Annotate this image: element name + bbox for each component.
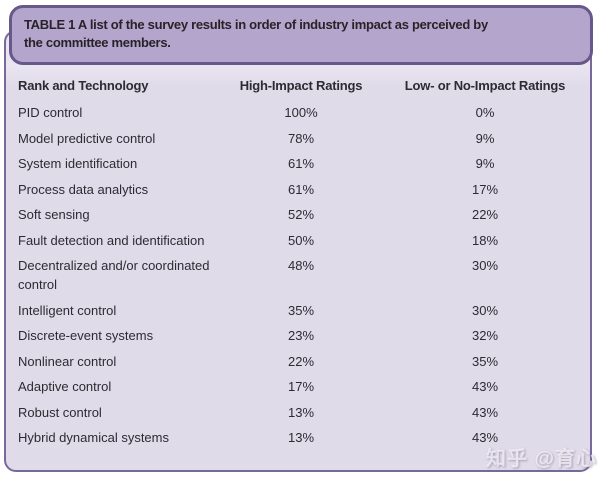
- low-impact-cell: 9%: [475, 130, 495, 146]
- table-row: Process data analytics 61% 17%: [18, 180, 584, 199]
- high-impact-cell: 13%: [287, 430, 315, 445]
- table-row: Adaptive control 17% 43%: [18, 377, 584, 396]
- table-caption-banner: TABLE 1 A list of the survey results in …: [9, 5, 593, 65]
- technology-cell: Adaptive control: [18, 379, 112, 394]
- low-impact-cell: 43%: [471, 404, 499, 420]
- table-row: Fault detection and identification 50% 18%: [18, 231, 584, 250]
- low-impact-cell: 0%: [475, 105, 495, 120]
- low-impact-cell: 18%: [471, 232, 499, 248]
- column-header-rank-technology: Rank and Technology: [18, 78, 149, 93]
- table-row: Nonlinear control 22% 35%: [18, 352, 584, 371]
- table-row: System identification 61% 9%: [18, 154, 584, 173]
- technology-cell: PID control: [18, 105, 83, 120]
- table-row: Decentralized and/or coordinated control…: [18, 256, 584, 294]
- low-impact-cell: 30%: [471, 258, 499, 273]
- table-row: Soft sensing 52% 22%: [18, 205, 584, 224]
- technology-cell: Hybrid dynamical systems: [18, 430, 169, 445]
- table-row: Intelligent control 35% 30%: [18, 301, 584, 320]
- table-header-row: Rank and Technology High-Impact Ratings …: [18, 76, 584, 95]
- high-impact-cell: 61%: [287, 181, 315, 197]
- low-impact-cell: 22%: [471, 207, 499, 222]
- low-impact-cell: 30%: [471, 302, 499, 318]
- high-impact-cell: 22%: [287, 353, 315, 369]
- high-impact-cell: 78%: [287, 130, 315, 146]
- technology-cell: Soft sensing: [18, 207, 90, 222]
- high-impact-cell: 50%: [287, 232, 315, 248]
- technology-cell: Intelligent control: [18, 302, 117, 318]
- table-row: PID control 100% 0%: [18, 103, 584, 122]
- technology-cell: Model predictive control: [18, 130, 156, 146]
- technology-cell: Fault detection and identification: [18, 232, 205, 248]
- survey-table: Rank and Technology High-Impact Ratings …: [18, 76, 584, 454]
- high-impact-cell: 35%: [287, 302, 315, 318]
- table-row: Robust control 13% 43%: [18, 403, 584, 422]
- table-caption-line1: TABLE 1 A list of the survey results in …: [24, 17, 488, 32]
- technology-cell: Nonlinear control: [18, 353, 117, 369]
- high-impact-cell: 61%: [287, 156, 315, 171]
- low-impact-cell: 32%: [471, 328, 499, 343]
- table-row: Discrete-event systems 23% 32%: [18, 326, 584, 345]
- table-row: Hybrid dynamical systems 13% 43%: [18, 428, 584, 447]
- table-caption-line2: the committee members.: [24, 35, 171, 50]
- high-impact-cell: 52%: [287, 207, 315, 222]
- low-impact-cell: 43%: [471, 430, 499, 445]
- technology-cell: Robust control: [18, 404, 102, 420]
- table-row: Model predictive control 78% 9%: [18, 129, 584, 148]
- technology-cell: System identification: [18, 156, 138, 171]
- table-body-panel: Rank and Technology High-Impact Ratings …: [4, 30, 592, 472]
- technology-cell: Process data analytics: [18, 181, 149, 197]
- high-impact-cell: 13%: [287, 404, 315, 420]
- low-impact-cell: 17%: [471, 181, 499, 197]
- column-header-low-impact: Low- or No-Impact Ratings: [404, 78, 566, 93]
- high-impact-cell: 17%: [287, 379, 315, 394]
- table-rows: PID control 100% 0% Model predictive contro…: [18, 103, 584, 447]
- high-impact-cell: 48%: [287, 258, 315, 273]
- low-impact-cell: 9%: [475, 156, 495, 171]
- technology-cell: Decentralized and/or coordinated control: [18, 258, 210, 292]
- low-impact-cell: 35%: [471, 353, 499, 369]
- column-header-high-impact: High-Impact Ratings: [239, 78, 363, 93]
- technology-cell: Discrete-event systems: [18, 328, 154, 343]
- high-impact-cell: 23%: [287, 328, 315, 343]
- low-impact-cell: 43%: [471, 379, 499, 394]
- high-impact-cell: 100%: [284, 105, 318, 120]
